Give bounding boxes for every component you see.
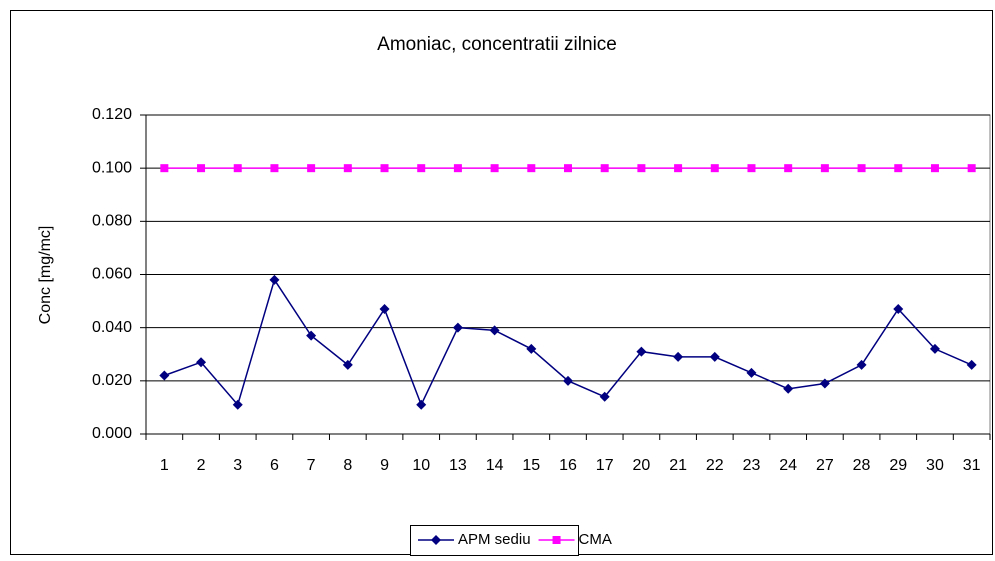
marker [197, 164, 206, 173]
marker [417, 164, 426, 173]
marker [343, 164, 352, 173]
x-tick-label: 16 [559, 457, 577, 474]
marker [857, 164, 866, 173]
x-tick-label: 23 [743, 457, 761, 474]
marker [431, 535, 441, 545]
marker [783, 383, 794, 394]
y-tick-label: 0.080 [92, 213, 132, 230]
x-tick-label: 22 [706, 457, 724, 474]
marker [929, 343, 940, 354]
x-tick-label: 10 [412, 457, 430, 474]
y-tick-label: 0.060 [92, 266, 132, 283]
legend-label: APM sediu [458, 531, 531, 548]
marker [526, 343, 537, 354]
marker [196, 357, 207, 368]
marker [709, 351, 720, 362]
marker [490, 164, 499, 173]
marker [967, 164, 976, 173]
x-tick-label: 1 [160, 457, 169, 474]
marker [599, 391, 610, 402]
x-tick-label: 17 [596, 457, 614, 474]
marker [233, 164, 242, 173]
x-tick-label: 31 [963, 457, 981, 474]
x-tick-label: 3 [233, 457, 242, 474]
marker [270, 164, 279, 173]
marker [564, 164, 572, 173]
marker [307, 164, 316, 173]
x-tick-label: 6 [270, 457, 279, 474]
marker [636, 346, 647, 357]
y-tick-label: 0.100 [92, 159, 132, 176]
marker [563, 375, 573, 386]
marker [637, 164, 646, 173]
y-tick-label: 0.020 [92, 372, 132, 389]
marker [673, 351, 684, 362]
marker [856, 359, 867, 370]
x-tick-label: 27 [816, 457, 834, 474]
legend-label: CMA [579, 531, 612, 548]
x-tick-label: 29 [889, 457, 907, 474]
x-tick-label: 21 [669, 457, 687, 474]
marker [894, 164, 903, 173]
marker [416, 399, 427, 410]
x-tick-label: 30 [926, 457, 944, 474]
marker [747, 164, 756, 173]
marker [159, 370, 170, 381]
x-tick-label: 24 [779, 457, 797, 474]
x-tick-label: 2 [197, 457, 206, 474]
x-tick-label: 9 [380, 457, 389, 474]
marker [232, 399, 243, 410]
y-tick-label: 0.120 [92, 106, 132, 123]
marker [674, 164, 683, 173]
marker [710, 164, 719, 173]
chart-title: Amoniac, concentratii zilnice [377, 34, 617, 55]
x-tick-label: 20 [632, 457, 650, 474]
x-tick-label: 14 [486, 457, 504, 474]
marker [489, 325, 500, 336]
marker [893, 304, 904, 315]
marker [784, 164, 793, 173]
y-tick-label: 0.000 [92, 425, 132, 442]
marker [160, 164, 169, 173]
x-tick-label: 8 [343, 457, 352, 474]
x-tick-label: 7 [307, 457, 316, 474]
marker [342, 359, 353, 370]
marker [306, 330, 317, 341]
marker [746, 367, 757, 378]
y-tick-label: 0.040 [92, 319, 132, 336]
marker [966, 359, 977, 370]
marker [380, 164, 389, 173]
y-axis-label: Conc [mg/mc] [37, 226, 54, 325]
x-tick-label: 28 [853, 457, 871, 474]
marker [820, 164, 829, 173]
x-tick-label: 15 [522, 457, 540, 474]
marker [453, 164, 462, 173]
marker [452, 322, 463, 333]
marker [930, 164, 939, 173]
marker [600, 164, 609, 173]
x-tick-label: 13 [449, 457, 467, 474]
marker [379, 304, 390, 315]
marker [552, 536, 561, 544]
marker [527, 164, 536, 173]
marker [819, 378, 830, 389]
marker [269, 274, 280, 285]
